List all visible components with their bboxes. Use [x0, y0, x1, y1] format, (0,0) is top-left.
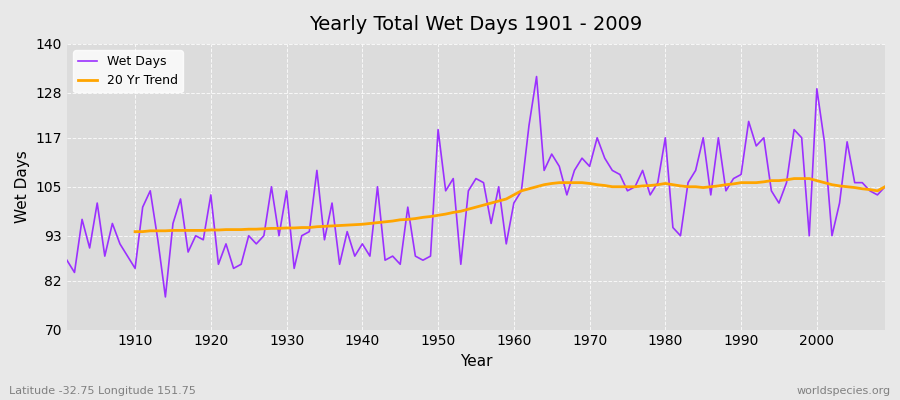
20 Yr Trend	[130, 229, 140, 234]
Legend: Wet Days, 20 Yr Trend: Wet Days, 20 Yr Trend	[73, 50, 183, 92]
20 Yr Trend	[274, 226, 284, 231]
Title: Yearly Total Wet Days 1901 - 2009: Yearly Total Wet Days 1901 - 2009	[310, 15, 643, 34]
Line: 20 Yr Trend: 20 Yr Trend	[135, 178, 885, 232]
20 Yr Trend	[826, 182, 837, 187]
20 Yr Trend	[788, 176, 799, 181]
Wet Days	[508, 201, 519, 206]
X-axis label: Year: Year	[460, 354, 492, 369]
Wet Days	[296, 233, 307, 238]
Wet Days	[160, 294, 171, 299]
Wet Days	[516, 188, 526, 193]
20 Yr Trend	[577, 180, 588, 185]
20 Yr Trend	[850, 185, 860, 190]
Wet Days	[342, 229, 353, 234]
20 Yr Trend	[304, 225, 315, 230]
Wet Days	[531, 74, 542, 79]
Wet Days	[879, 184, 890, 189]
20 Yr Trend	[879, 184, 890, 189]
Line: Wet Days: Wet Days	[67, 76, 885, 297]
Y-axis label: Wet Days: Wet Days	[15, 150, 30, 223]
Text: Latitude -32.75 Longitude 151.75: Latitude -32.75 Longitude 151.75	[9, 386, 196, 396]
Wet Days	[615, 172, 626, 177]
Wet Days	[61, 258, 72, 263]
Wet Days	[122, 254, 133, 258]
Text: worldspecies.org: worldspecies.org	[796, 386, 891, 396]
20 Yr Trend	[516, 188, 526, 193]
